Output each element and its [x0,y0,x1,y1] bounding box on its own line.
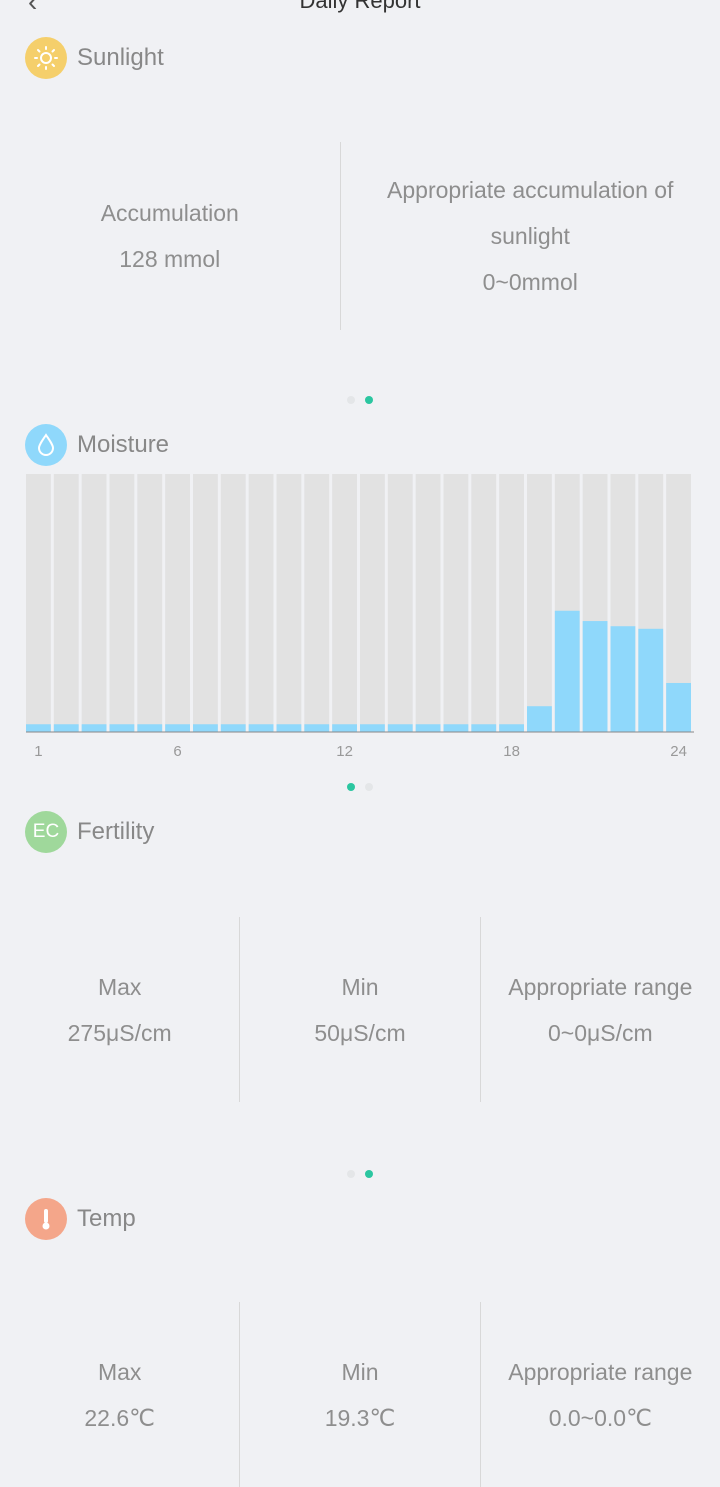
stat-value: 22.6℃ [84,1395,155,1441]
bar-1 [26,724,51,732]
x-tick-label: 24 [670,743,687,760]
stat-label: Accumulation [101,190,239,236]
thermometer-icon [25,1198,67,1240]
stat-value: 19.3℃ [325,1395,396,1441]
stat-value: 50μS/cm [314,1010,405,1056]
stat-value: 275μS/cm [68,1010,172,1056]
bar-4 [110,724,135,732]
bar-19 [527,706,552,732]
stat-appropriate: Appropriate accumulation of sunlight 0~0… [341,142,720,330]
bar-track [221,474,246,732]
bar-5 [137,724,162,732]
section-title: Sunlight [77,44,164,72]
stat-label: Min [341,964,378,1010]
stat-value: 0.0~0.0℃ [549,1395,652,1441]
water-drop-icon [25,424,67,466]
x-tick-label: 12 [336,743,353,760]
bar-20 [555,611,580,732]
bar-2 [54,724,79,732]
bar-track [165,474,190,732]
bar-track [471,474,496,732]
bar-12 [332,724,357,732]
bar-3 [82,724,107,732]
bar-18 [499,724,524,732]
bar-track [193,474,218,732]
temp-header: Temp [25,1198,136,1240]
stat-label: Appropriate accumulation of sunlight [361,167,701,259]
bar-track [54,474,79,732]
bar-6 [165,724,190,732]
stat-label: Appropriate range [508,1349,692,1395]
fertility-header: EC Fertility [25,811,154,853]
bar-track [388,474,413,732]
bar-24 [666,683,691,732]
bar-track [277,474,302,732]
bar-15 [416,724,441,732]
bar-track [110,474,135,732]
bar-track [82,474,107,732]
bar-track [26,474,51,732]
bar-16 [444,724,469,732]
moisture-chart: 1 6 12 18 24 [26,474,694,764]
bar-13 [360,724,385,732]
bar-21 [583,621,608,732]
section-title: Moisture [77,431,169,459]
x-tick-label: 18 [503,743,520,760]
stat-accumulation: Accumulation 128 mmol [0,142,340,330]
x-tick-label: 6 [173,743,181,760]
stat-label: Min [341,1349,378,1395]
moisture-header: Moisture [25,424,169,466]
section-title: Temp [77,1205,136,1233]
sun-icon [25,37,67,79]
page-indicator[interactable] [0,1170,720,1178]
stat-value: 0~0mmol [483,259,578,305]
stat-label: Max [98,1349,141,1395]
bar-track [304,474,329,732]
bar-track [416,474,441,732]
bar-track [332,474,357,732]
stat-label: Appropriate range [508,964,692,1010]
stat-value: 0~0μS/cm [548,1010,653,1056]
bar-track [249,474,274,732]
bar-11 [304,724,329,732]
bar-17 [471,724,496,732]
bar-22 [611,626,636,732]
bar-track [137,474,162,732]
bar-track [499,474,524,732]
ec-icon: EC [25,811,67,853]
bar-8 [221,724,246,732]
stat-value: 128 mmol [119,236,220,282]
page-indicator[interactable] [0,396,720,404]
bar-7 [193,724,218,732]
bar-track [527,474,552,732]
bar-14 [388,724,413,732]
page-indicator[interactable] [0,783,720,791]
bar-9 [249,724,274,732]
bar-track [360,474,385,732]
page-title: Daily Report [0,0,720,14]
bar-10 [277,724,302,732]
sunlight-stats: Accumulation 128 mmol Appropriate accumu… [0,142,720,330]
stat-label: Max [98,964,141,1010]
x-tick-label: 1 [34,743,42,760]
section-title: Fertility [77,818,154,846]
sunlight-header: Sunlight [25,37,164,79]
bar-track [444,474,469,732]
bar-23 [638,629,663,732]
